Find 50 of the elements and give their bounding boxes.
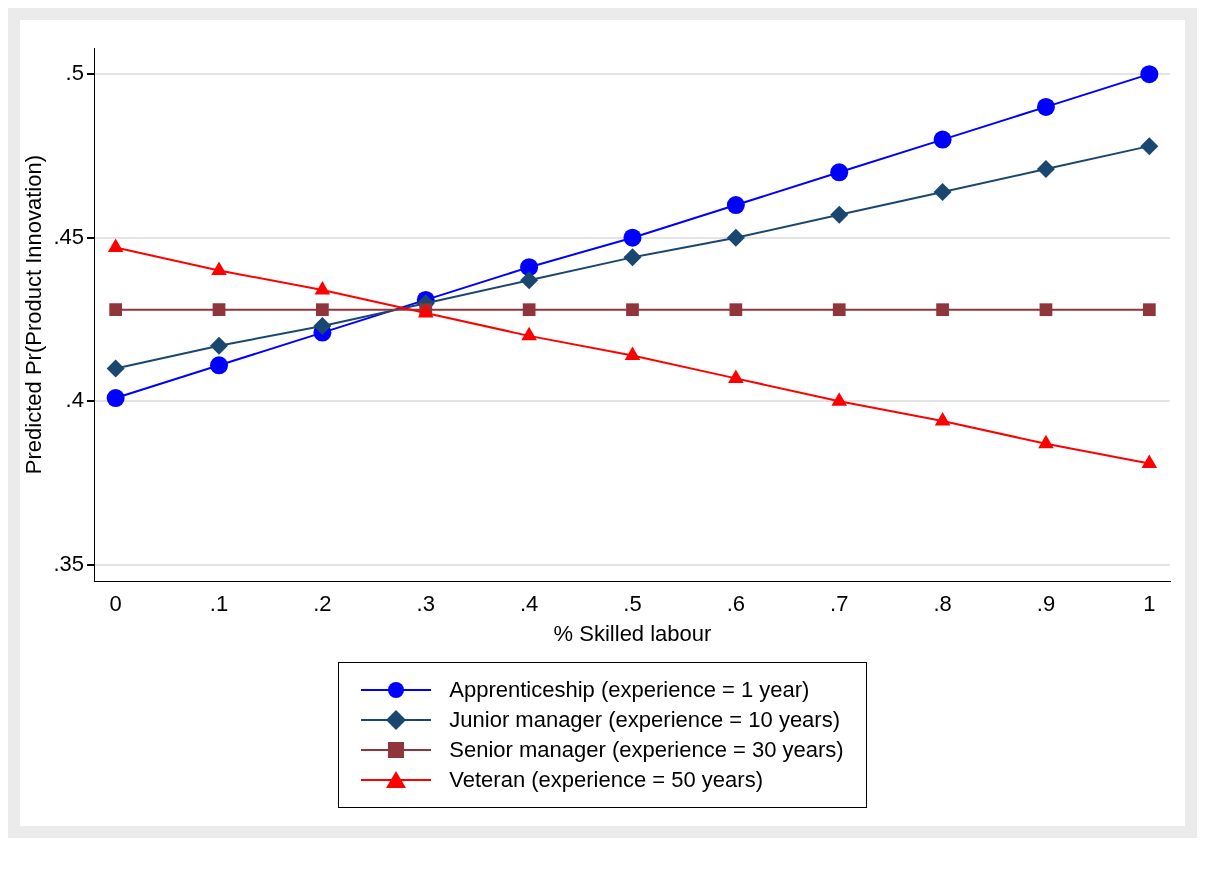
point	[623, 248, 642, 267]
y-tick-label: .45	[53, 223, 84, 249]
point	[1142, 303, 1156, 317]
x-tick-label: .2	[313, 591, 332, 617]
point	[830, 205, 849, 224]
point	[520, 271, 539, 290]
point	[626, 303, 639, 317]
legend-label: Senior manager (experience = 30 years)	[449, 737, 844, 763]
x-tick-label: .1	[209, 591, 229, 617]
legend-label: Apprenticeship (experience = 1 year)	[449, 677, 810, 703]
x-tick-label: .4	[519, 591, 539, 617]
point	[623, 228, 642, 247]
point	[313, 317, 332, 336]
point	[520, 258, 539, 277]
point	[729, 303, 743, 317]
point	[933, 182, 952, 201]
point	[1140, 65, 1159, 84]
point	[1039, 303, 1053, 317]
point	[1140, 137, 1159, 156]
x-tick-label: .9	[1036, 591, 1056, 617]
y-tick-label: .4	[65, 387, 84, 413]
point	[933, 130, 952, 149]
point	[726, 196, 745, 215]
y-tick-label: .35	[53, 550, 84, 576]
point	[210, 356, 229, 375]
point	[316, 303, 329, 317]
x-tick-label: 1	[1143, 591, 1156, 617]
x-tick-label: .8	[933, 591, 952, 617]
x-tick-label: .7	[830, 591, 849, 617]
point	[832, 303, 846, 317]
point	[210, 336, 229, 355]
point	[1036, 160, 1055, 179]
point	[936, 303, 949, 317]
y-axis-title: Predicted Pr(Product Innovation)	[21, 155, 47, 475]
y-tick-label: .5	[65, 60, 84, 86]
point	[1036, 97, 1055, 116]
legend-label: Junior manager (experience = 10 years)	[449, 707, 841, 733]
point	[212, 303, 226, 317]
point	[106, 389, 125, 408]
point	[830, 163, 849, 182]
point	[522, 303, 536, 317]
point	[106, 359, 125, 378]
legend-label: Veteran (experience = 50 years)	[449, 767, 763, 793]
point	[109, 303, 123, 317]
x-axis-title: % Skilled labour	[553, 620, 712, 646]
x-tick-label: .6	[726, 591, 746, 617]
point	[726, 228, 745, 247]
x-tick-label: .5	[623, 591, 642, 617]
x-tick-label: 0	[109, 591, 122, 617]
x-tick-label: .3	[416, 591, 435, 617]
